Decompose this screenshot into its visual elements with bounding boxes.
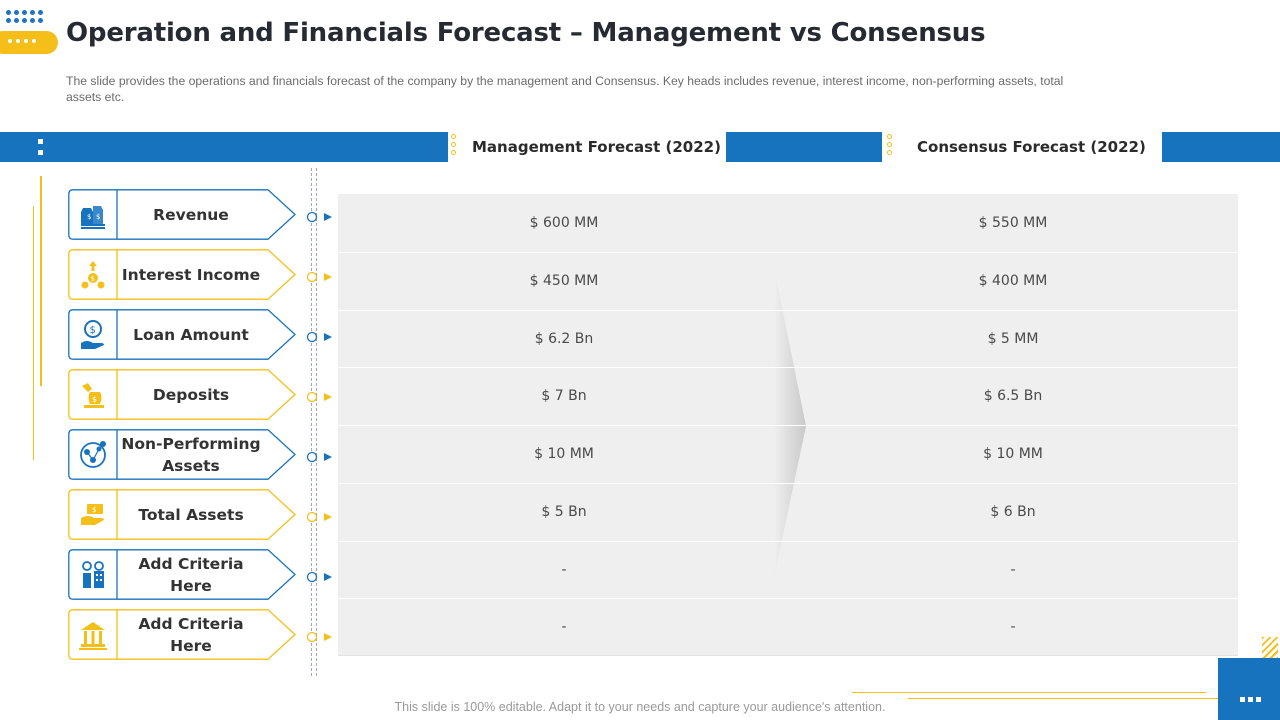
consensus-value: $ 6 Bn	[990, 504, 1036, 520]
criteria-label: Revenue	[153, 205, 229, 224]
svg-text:$: $	[92, 506, 96, 514]
criteria-item: Add Criteria Here	[68, 549, 296, 600]
connector-marker-icon	[306, 448, 336, 463]
consensus-value: $ 550 MM	[978, 215, 1048, 231]
criteria-item: $ Deposits	[68, 369, 296, 420]
management-value: $ 10 MM	[534, 446, 594, 462]
divider-arrow-shadow	[774, 268, 806, 578]
accent-line	[908, 698, 1280, 699]
header-dots-icon	[887, 134, 893, 158]
consensus-value: $ 6.5 Bn	[983, 388, 1043, 404]
connector-marker-icon	[306, 388, 336, 403]
page-title: Operation and Financials Forecast – Mana…	[66, 18, 986, 48]
consensus-forecast-header: Consensus Forecast (2022)	[917, 138, 1146, 156]
criteria-label: Total Assets	[138, 505, 244, 524]
connector-marker-icon	[306, 568, 336, 583]
connector-line	[311, 168, 312, 676]
management-forecast-header: Management Forecast (2022)	[472, 138, 721, 156]
management-value: -	[561, 619, 567, 635]
row-separator	[338, 598, 1238, 599]
consensus-value: $ 10 MM	[983, 446, 1043, 462]
connector-line	[316, 168, 317, 676]
row-separator	[338, 252, 1238, 253]
money-bags-icon: $ $	[70, 191, 116, 238]
criteria-item: $ Interest Income	[68, 249, 296, 300]
management-value: $ 6.2 Bn	[534, 331, 594, 347]
management-value: $ 5 Bn	[541, 504, 587, 520]
coins-growth-icon: $	[70, 251, 116, 298]
building-growth-icon	[70, 551, 116, 598]
management-value: $ 7 Bn	[541, 388, 587, 404]
svg-text:$: $	[91, 275, 95, 283]
row-separator	[338, 541, 1238, 542]
header-bar-middle	[726, 132, 882, 162]
accent-line	[33, 206, 34, 460]
accent-line	[852, 692, 1206, 693]
consensus-value: -	[1010, 562, 1016, 578]
consensus-value: $ 400 MM	[978, 273, 1048, 289]
connector-marker-icon	[306, 268, 336, 283]
brand-pill-icon	[0, 31, 58, 54]
network-person-icon	[70, 431, 116, 478]
hand-money-bag-icon: $	[70, 371, 116, 418]
management-value: $ 450 MM	[529, 273, 599, 289]
svg-text:$: $	[92, 395, 97, 404]
consensus-value: -	[1010, 619, 1016, 635]
row-separator	[338, 310, 1238, 311]
criteria-label: Add Criteria Here	[138, 614, 244, 655]
brand-dots-icon	[6, 10, 46, 30]
hand-cash-icon: $	[70, 491, 116, 538]
slide-description: The slide provides the operations and fi…	[66, 74, 1064, 104]
svg-text:$: $	[96, 213, 100, 221]
bank-icon	[70, 611, 116, 658]
criteria-item: $ Loan Amount	[68, 309, 296, 360]
management-value: -	[561, 562, 567, 578]
criteria-item: Non-Performing Assets	[68, 429, 296, 480]
criteria-item: Add Criteria Here	[68, 609, 296, 660]
row-separator	[338, 655, 1238, 656]
connector-marker-icon	[306, 208, 336, 223]
row-separator	[338, 483, 1238, 484]
criteria-label: Loan Amount	[133, 325, 249, 344]
criteria-label: Interest Income	[121, 265, 261, 284]
criteria-label: Add Criteria Here	[138, 554, 244, 595]
criteria-label: Non-Performing Assets	[121, 434, 261, 475]
corner-dots-icon	[1218, 658, 1280, 720]
footer-note: This slide is 100% editable. Adapt it to…	[394, 700, 886, 714]
header-bar-left	[0, 132, 448, 162]
row-separator	[338, 367, 1238, 368]
svg-text:$: $	[90, 325, 96, 336]
row-separator	[338, 425, 1238, 426]
connector-marker-icon	[306, 328, 336, 343]
criteria-item: $ Total Assets	[68, 489, 296, 540]
criteria-label: Deposits	[152, 385, 230, 404]
header-bar-right	[1162, 132, 1280, 162]
accent-line	[40, 176, 42, 386]
connector-marker-icon	[306, 508, 336, 523]
hand-coin-icon: $	[70, 311, 116, 358]
header-dots-icon	[451, 134, 457, 158]
connector-marker-icon	[306, 628, 336, 643]
management-value: $ 600 MM	[529, 215, 599, 231]
svg-text:$: $	[87, 213, 91, 221]
consensus-value: $ 5 MM	[987, 331, 1039, 347]
criteria-item: $ $ Revenue	[68, 189, 296, 240]
